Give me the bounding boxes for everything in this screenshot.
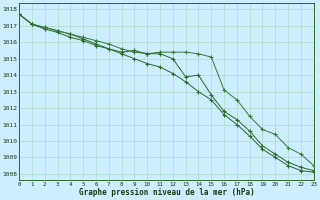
X-axis label: Graphe pression niveau de la mer (hPa): Graphe pression niveau de la mer (hPa) — [79, 188, 254, 197]
